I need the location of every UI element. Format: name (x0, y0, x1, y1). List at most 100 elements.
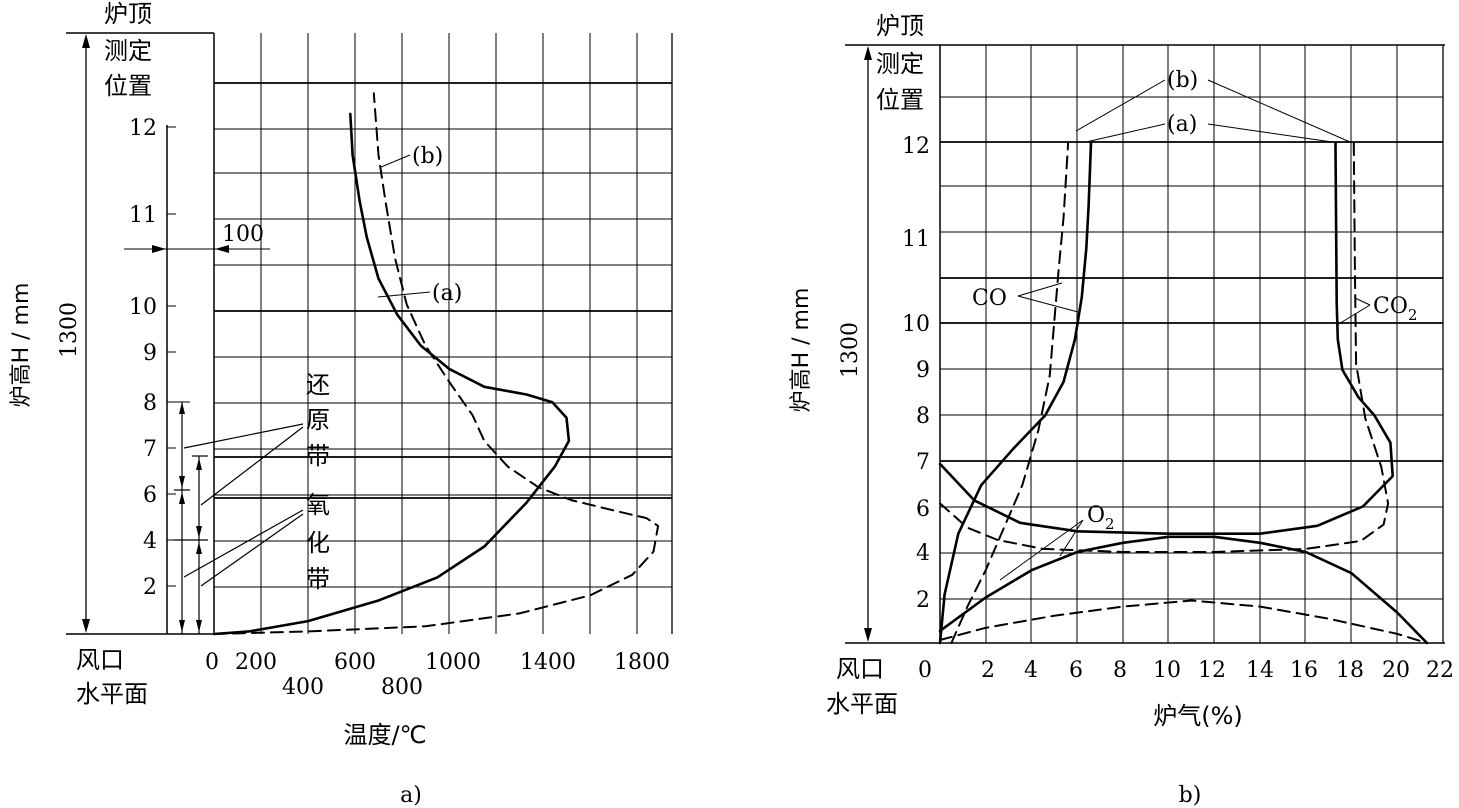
panel-a: 1300 炉高H / mm 炉顶 测定 位置 风口 水平面 2 4 6 7 8 … (9, 0, 673, 808)
xlabel-a: 温度/℃ (343, 721, 426, 749)
top-label-a-1: 炉顶 (104, 0, 152, 28)
series-line-b-1 (950, 144, 1069, 644)
co2-leaders (1336, 297, 1371, 326)
x-tick-label: 1400 (520, 650, 576, 675)
x-tick-label: 0 (918, 658, 932, 683)
x-tick-label: 0 (205, 650, 219, 675)
x-ticks-b: 0 2 4 6 8 10 12 14 16 18 20 22 (918, 658, 1454, 683)
height-dim-label-a: 1300 (57, 302, 82, 358)
y-tick-label: 8 (143, 391, 157, 416)
label-o2-main: O (1087, 503, 1105, 528)
zone-reduction-char-3: 带 (306, 442, 330, 470)
zone-arrows-a (174, 402, 304, 634)
label-o2-sub: 2 (1105, 515, 1115, 533)
label-o2: O2 (1087, 503, 1115, 533)
y-tick-label: 8 (916, 404, 930, 429)
y-tick-label: 12 (129, 116, 157, 141)
y-tick-label: 11 (129, 203, 157, 228)
y-tick-label: 7 (916, 450, 930, 475)
y-tick-label: 6 (916, 497, 930, 522)
bottom-label-b-2: 水平面 (826, 690, 898, 718)
height-dim-arrow-top-b (864, 46, 872, 60)
bottom-label-a-2: 水平面 (76, 680, 148, 708)
top-label-b-3: 位置 (876, 86, 924, 114)
y-tick-label: 10 (902, 312, 930, 337)
label-co: CO (972, 286, 1007, 311)
co-leaders (1017, 282, 1079, 313)
label-co2: CO2 (1373, 294, 1417, 324)
bottom-label-b-1: 风口 (836, 655, 884, 683)
series-line-a-1 (213, 92, 660, 635)
y-ticks-b: 2 4 6 7 8 9 10 11 12 (902, 134, 930, 613)
x-tick-label: 2 (981, 658, 995, 683)
y-tick-label: 2 (143, 575, 157, 600)
x-tick-label: 14 (1246, 658, 1274, 683)
series-group-a (212, 92, 660, 636)
series-label-a-a: (a) (432, 281, 462, 306)
leader-b-a (380, 154, 411, 168)
y-tick-label: 7 (143, 437, 157, 462)
ylabel-a: 炉高H / mm (9, 283, 34, 408)
label-co2-main: CO (1373, 294, 1408, 319)
y-tick-label: 6 (143, 483, 157, 508)
y-tick-label: 9 (916, 358, 930, 383)
bottom-label-a-1: 风口 (76, 646, 124, 674)
series-label-b-a: (b) (412, 144, 443, 169)
zone-oxidation-char-1: 氧 (306, 491, 330, 519)
top-label-b-2: 测定 (876, 50, 924, 78)
series-line-b-0 (938, 144, 1093, 645)
x-tick-label: 16 (1290, 658, 1318, 683)
series-line-b-3 (939, 144, 1390, 553)
y-tick-label: 11 (902, 227, 930, 252)
grid-a (214, 33, 673, 634)
top-label-a-2: 测定 (104, 37, 152, 65)
x-tick-label: 6 (1069, 658, 1083, 683)
label-b-top: (b) (1167, 68, 1198, 93)
panel-b: 1300 炉高H / mm 炉顶 测定 位置 风口 水平面 2 4 6 7 8 … (789, 12, 1454, 808)
y-tick-label: 2 (916, 588, 930, 613)
y-tick-label: 10 (129, 295, 157, 320)
x-tick-label: 400 (282, 675, 324, 700)
y-tick-label: 4 (916, 541, 930, 566)
series-line-a-0 (212, 112, 571, 636)
y-tick-label: 12 (902, 134, 930, 159)
series-group-b (938, 142, 1429, 645)
x-tick-label: 1000 (425, 650, 481, 675)
x-tick-label: 20 (1382, 658, 1410, 683)
height-dim-arrow-bottom-b (864, 628, 872, 642)
zone-oxidation-char-2: 化 (306, 529, 330, 557)
y-ticks-a: 2 4 6 7 8 9 10 11 12 (129, 116, 190, 600)
x-tick-label: 12 (1198, 658, 1226, 683)
label-co2-sub: 2 (1408, 306, 1418, 324)
top-label-a-3: 位置 (104, 72, 152, 100)
x-tick-label: 18 (1336, 658, 1364, 683)
dim-100-label: 100 (222, 222, 264, 247)
zone-oxidation-char-3: 带 (306, 565, 330, 593)
x-tick-label: 600 (334, 650, 376, 675)
label-a-top: (a) (1167, 112, 1197, 137)
zone-reduction-char-2: 原 (306, 406, 330, 434)
dim-100-a: 100 (124, 222, 270, 253)
height-dim-label-b: 1300 (838, 322, 863, 378)
x-tick-label: 10 (1153, 658, 1181, 683)
y-tick-label: 9 (143, 341, 157, 366)
xlabel-b: 炉气(%) (1153, 702, 1243, 730)
top-label-b-1: 炉顶 (876, 12, 924, 40)
x-tick-label: 22 (1426, 658, 1454, 683)
height-dim-arrow-bottom-a (82, 619, 90, 633)
series-line-b-4 (938, 535, 1429, 645)
height-dim-arrow-top-a (82, 34, 90, 48)
series-line-b-2 (938, 144, 1394, 535)
top-leaders-b (1075, 79, 1351, 143)
caption-a: a) (400, 783, 422, 808)
x-tick-label: 1800 (614, 650, 670, 675)
x-tick-label: 4 (1024, 658, 1038, 683)
caption-b: b) (1179, 783, 1202, 808)
x-tick-label: 800 (381, 675, 423, 700)
y-tick-label: 4 (143, 529, 157, 554)
series-line-b-5 (939, 599, 1428, 644)
zone-reduction-char-1: 还 (306, 371, 330, 399)
grid-b (940, 45, 1444, 643)
x-tick-label: 8 (1113, 658, 1127, 683)
